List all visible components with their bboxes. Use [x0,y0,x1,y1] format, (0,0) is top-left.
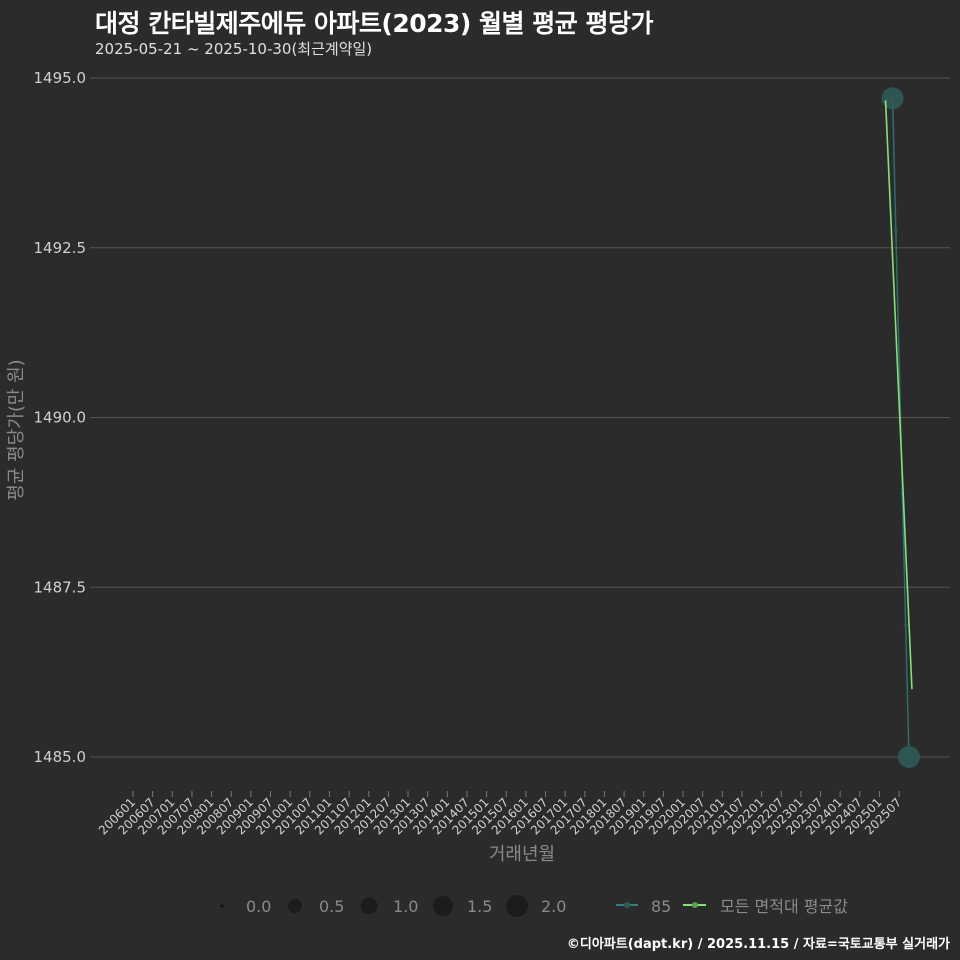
size-legend-dot [433,896,453,916]
size-legend-item: 1.0 [360,897,418,916]
size-legend-label: 0.0 [246,897,271,916]
source-caption: ©디아파트(dapt.kr) / 2025.11.15 / 자료=국토교통부 실… [566,937,950,952]
size-legend-item: 2.0 [506,895,566,917]
y-tick-label: 1485.0 [34,748,87,766]
series-85-point[interactable] [903,623,908,628]
size-legend-item: 1.5 [433,896,492,916]
color-legend: 85 모든 면적대 평균값 [616,897,848,916]
y-gridlines [90,77,950,758]
legend-item-average[interactable]: 모든 면적대 평균값 [683,897,848,916]
size-legend: 0.0 0.5 1.0 1.5 2.0 [220,895,566,917]
series-average-line [884,100,913,690]
size-legend-label: 1.0 [393,897,418,916]
y-tick-label: 1487.5 [34,578,87,596]
y-tick-label: 1495.0 [34,69,87,87]
size-legend-dot [506,895,528,917]
size-legend-item: 0.5 [288,897,344,916]
size-legend-dot [288,899,302,913]
series-85-point[interactable] [897,360,901,364]
series-85-point[interactable] [897,746,920,768]
size-legend-dot [360,897,378,915]
size-legend-label: 1.5 [467,897,492,916]
y-tick-label: 1490.0 [34,409,87,427]
plot-series [881,87,920,768]
x-axis: 2006012006072007012007072008012008072009… [96,791,904,838]
legend-label-85: 85 [651,897,671,916]
x-axis-title: 거래년월 [489,844,555,865]
y-axis-title: 평균 평당가(만 원) [6,359,27,500]
series-85-point[interactable] [894,228,898,232]
size-legend-item: 0.0 [220,897,271,916]
size-legend-dot [220,904,224,908]
size-legend-label: 2.0 [541,897,566,916]
legend-label-average: 모든 면적대 평균값 [720,897,848,916]
size-legend-label: 0.5 [319,897,344,916]
series-85-point[interactable] [881,87,904,110]
chart-subtitle: 2025-05-21 ~ 2025-10-30(최근계약일) [95,40,373,58]
legend-item-85[interactable]: 85 [616,897,671,916]
chart-title: 대정 칸타빌제주에듀 아파트(2023) 월별 평균 평당가 [95,9,653,38]
y-tick-label: 1492.5 [34,239,87,257]
y-axis: 1485.0 1487.5 1490.0 1492.5 1495.0 [34,69,87,766]
